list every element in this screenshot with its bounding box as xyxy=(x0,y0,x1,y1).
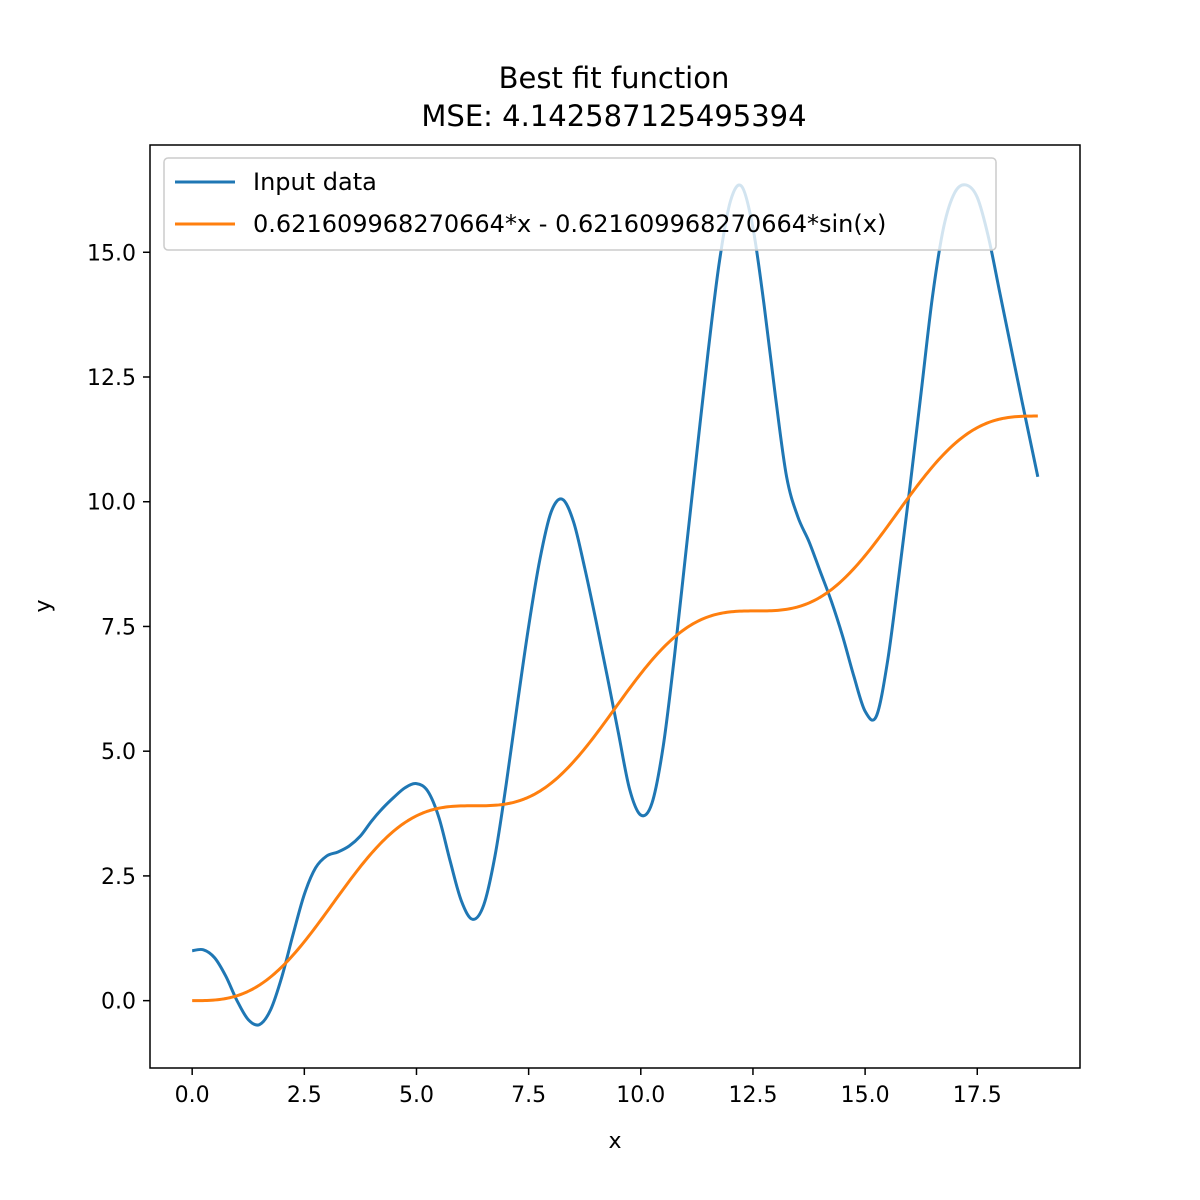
chart-title: Best fit function xyxy=(499,61,730,95)
chart-subtitle: MSE: 4.142587125495394 xyxy=(421,99,806,133)
x-tick-label: 17.5 xyxy=(953,1083,1002,1108)
x-tick-label: 10.0 xyxy=(616,1083,665,1108)
y-tick-label: 2.5 xyxy=(101,865,136,890)
x-tick-label: 7.5 xyxy=(511,1083,546,1108)
legend-box xyxy=(163,157,997,251)
x-tick-label: 2.5 xyxy=(287,1083,322,1108)
x-tick-label: 12.5 xyxy=(728,1083,777,1108)
y-tick-label: 5.0 xyxy=(101,740,136,765)
legend-label-input-data: Input data xyxy=(253,168,377,196)
axes-frame xyxy=(149,144,1081,1069)
y-axis: 0.0 2.5 5.0 7.5 10.0 12.5 15.0 xyxy=(87,241,150,1015)
y-tick-label: 0.0 xyxy=(101,990,136,1015)
x-tick-label: 5.0 xyxy=(399,1083,434,1108)
series-line-fit-function xyxy=(192,414,1038,1003)
x-tick-label: 15.0 xyxy=(841,1083,890,1108)
y-axis-label: y xyxy=(31,599,56,612)
legend-label-fit-function: 0.621609968270664*x - 0.621609968270664*… xyxy=(253,210,886,238)
x-axis-label: x xyxy=(608,1129,621,1154)
x-axis: 0.0 2.5 5.0 7.5 10.0 12.5 15.0 17.5 xyxy=(175,1068,1002,1108)
y-tick-label: 10.0 xyxy=(87,491,136,516)
y-tick-label: 12.5 xyxy=(87,366,136,391)
y-tick-label: 7.5 xyxy=(101,615,136,640)
plot-area xyxy=(191,183,1040,1027)
x-tick-label: 0.0 xyxy=(175,1083,210,1108)
series-line-input-data xyxy=(191,183,1040,1027)
y-tick-label: 15.0 xyxy=(87,241,136,266)
legend: Input data 0.621609968270664*x - 0.62160… xyxy=(163,157,997,251)
